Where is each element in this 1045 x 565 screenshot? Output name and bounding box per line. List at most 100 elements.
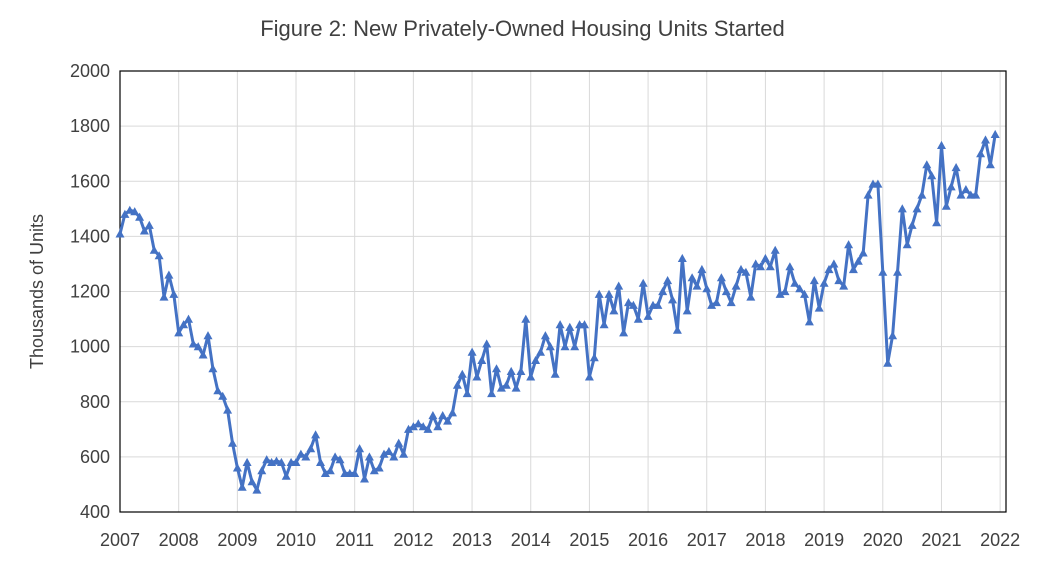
y-tick-label: 1800 [70, 116, 110, 136]
data-point-marker [496, 383, 506, 392]
data-point-marker [638, 278, 648, 287]
data-point-marker [125, 205, 135, 214]
data-point-marker [262, 455, 272, 464]
data-point-marker [878, 267, 888, 276]
data-point-marker [462, 389, 472, 398]
data-point-marker [164, 270, 174, 279]
y-tick-label: 2000 [70, 61, 110, 81]
data-point-marker [834, 276, 844, 285]
x-tick-label: 2019 [804, 530, 844, 550]
series-line [118, 134, 997, 492]
data-point-marker [951, 163, 961, 172]
data-point-marker [477, 355, 487, 364]
data-point-marker [922, 160, 932, 169]
x-tick-label: 2016 [628, 530, 668, 550]
data-point-marker [457, 369, 467, 378]
data-point-marker [360, 474, 369, 483]
y-tick-label: 400 [80, 502, 110, 522]
series-housing-starts [115, 129, 1000, 494]
data-point-marker [765, 262, 775, 271]
data-point-marker [829, 259, 839, 268]
y-tick-label: 1200 [70, 282, 110, 302]
data-point-marker [927, 171, 937, 180]
gridlines [119, 70, 1006, 513]
data-point-marker [325, 466, 335, 475]
data-point-marker [550, 369, 560, 378]
data-point-marker [785, 262, 795, 271]
data-point-marker [193, 342, 203, 351]
data-point-marker [721, 287, 731, 296]
data-point-marker [433, 422, 443, 431]
data-point-marker [824, 264, 834, 274]
data-point-marker [775, 289, 785, 298]
data-point-marker [413, 419, 423, 428]
data-point-marker [154, 251, 164, 260]
data-point-marker [677, 253, 687, 262]
data-point-marker [570, 342, 580, 351]
data-point-marker [839, 281, 849, 290]
data-point-marker [971, 190, 981, 199]
y-tick-label: 1600 [70, 171, 110, 191]
data-point-marker [120, 209, 130, 218]
data-point-marker [364, 452, 374, 461]
data-point-marker [213, 386, 223, 395]
data-point-marker [531, 355, 541, 364]
data-point-marker [751, 259, 761, 268]
data-point-marker [584, 372, 594, 381]
data-point-marker [408, 422, 418, 431]
data-point-marker [545, 342, 555, 351]
data-point-marker [985, 160, 995, 169]
data-point-marker [316, 457, 325, 466]
data-point-marker [800, 289, 809, 298]
data-point-marker [614, 281, 624, 290]
data-point-marker [438, 411, 448, 420]
data-point-marker [203, 331, 213, 340]
data-point-marker [223, 405, 233, 414]
data-point-marker [135, 212, 145, 221]
data-point-marker [184, 314, 193, 323]
data-point-marker [756, 262, 765, 271]
data-point-marker [932, 218, 942, 227]
data-point-marker [770, 245, 780, 254]
data-point-marker [149, 245, 159, 254]
y-axis-label: Thousands of Units [27, 214, 47, 369]
data-point-marker [144, 220, 154, 229]
data-point-marker [306, 444, 316, 453]
data-point-marker [208, 364, 218, 373]
data-point-marker [599, 320, 609, 329]
x-tick-labels: 2007 2008 2009 2010 2011 2012 2013 2014 2015 2016… [100, 530, 1020, 550]
data-point-marker [976, 149, 986, 158]
data-point-marker [272, 456, 281, 465]
x-tick-label: 2022 [980, 530, 1020, 550]
data-point-marker [653, 300, 663, 309]
plot-frame [119, 70, 1007, 513]
data-point-marker [242, 457, 252, 466]
data-point-marker [374, 463, 384, 472]
x-tick-label: 2020 [863, 530, 903, 550]
data-point-marker [628, 300, 638, 309]
data-point-marker [501, 380, 511, 389]
data-point-marker [692, 281, 702, 290]
data-point-marker [712, 298, 721, 307]
data-point-marker [658, 287, 668, 296]
data-point-marker [663, 276, 673, 285]
data-point-marker [809, 276, 819, 285]
data-point-marker [467, 347, 477, 356]
data-point-marker [252, 485, 262, 494]
data-point-marker [594, 289, 604, 298]
y-tick-label: 1400 [70, 226, 110, 246]
data-point-marker [682, 306, 692, 315]
data-point-marker [237, 482, 247, 491]
data-point-marker [736, 264, 746, 274]
data-point-marker [139, 226, 149, 235]
data-point-marker [883, 358, 893, 367]
x-tick-label: 2013 [452, 530, 492, 550]
data-point-marker [897, 204, 907, 213]
data-point-marker [291, 457, 301, 466]
data-point-marker [511, 383, 521, 392]
x-tick-label: 2012 [393, 530, 433, 550]
data-point-marker [633, 314, 643, 323]
data-point-marker [418, 422, 428, 431]
data-point-marker [335, 455, 345, 464]
